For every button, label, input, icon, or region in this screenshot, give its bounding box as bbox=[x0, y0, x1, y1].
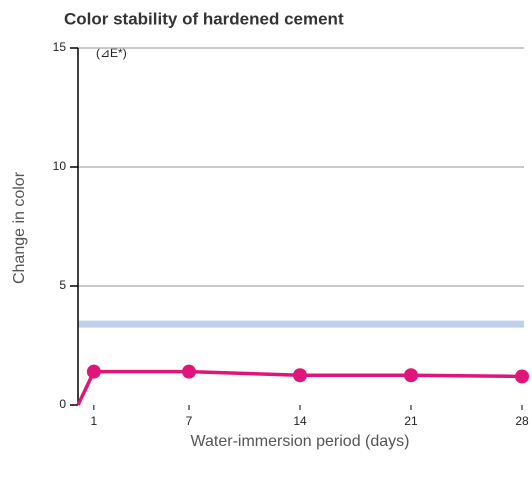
x-tick-label: 7 bbox=[186, 414, 193, 428]
x-tick-label: 1 bbox=[91, 414, 98, 428]
data-point bbox=[86, 364, 101, 379]
x-axis-label: Water-immersion period (days) bbox=[190, 433, 409, 450]
unit-label: (⊿E*) bbox=[96, 46, 127, 60]
chart-title: Color stability of hardened cement bbox=[64, 9, 344, 28]
x-tick-label: 28 bbox=[515, 414, 529, 428]
y-tick-label: 10 bbox=[53, 159, 67, 173]
y-axis-label: Change in color bbox=[11, 171, 28, 284]
data-point bbox=[404, 368, 418, 383]
x-tick-label: 14 bbox=[293, 414, 307, 428]
data-point bbox=[182, 364, 196, 379]
x-tick-label: 21 bbox=[404, 414, 418, 428]
data-point bbox=[515, 369, 529, 384]
y-tick-label: 0 bbox=[59, 397, 66, 411]
data-point bbox=[293, 368, 307, 383]
y-tick-label: 15 bbox=[53, 40, 67, 54]
y-tick-label: 5 bbox=[59, 278, 66, 292]
